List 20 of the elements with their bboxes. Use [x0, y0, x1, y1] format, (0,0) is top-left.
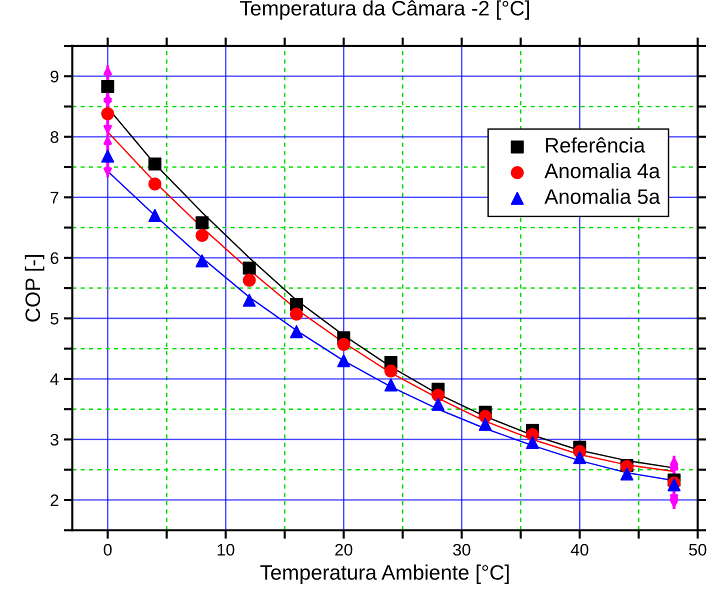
- legend-label: Referência: [546, 137, 646, 153]
- x-tick-label: 20: [335, 544, 352, 556]
- x-tick-label: 50: [689, 544, 706, 556]
- y-tick-label: 6: [50, 252, 58, 264]
- y-tick-label: 7: [50, 192, 58, 204]
- x-tick-label: 40: [570, 544, 588, 556]
- x-tick-label: 0: [104, 544, 112, 556]
- y-tick-label: 2: [50, 494, 58, 506]
- y-tick-label: 8: [50, 131, 58, 143]
- legend-label: Anomalia 5a: [544, 188, 660, 204]
- x-tick-label: 10: [218, 544, 234, 556]
- legend-label: Anomalia 4a: [544, 163, 660, 178]
- x-axis-title: Temperatura Ambiente [°C]: [260, 564, 509, 584]
- y-tick-label: 5: [50, 312, 58, 325]
- y-tick-label: 9: [50, 70, 58, 82]
- y-axis-title: COP [-]: [24, 255, 44, 322]
- x-tick-label: 30: [453, 544, 470, 556]
- y-tick-label: 4: [50, 373, 59, 385]
- chart-title: Temperatura da Câmara -2 [°C]: [240, 0, 529, 20]
- y-tick-label: 3: [50, 434, 58, 446]
